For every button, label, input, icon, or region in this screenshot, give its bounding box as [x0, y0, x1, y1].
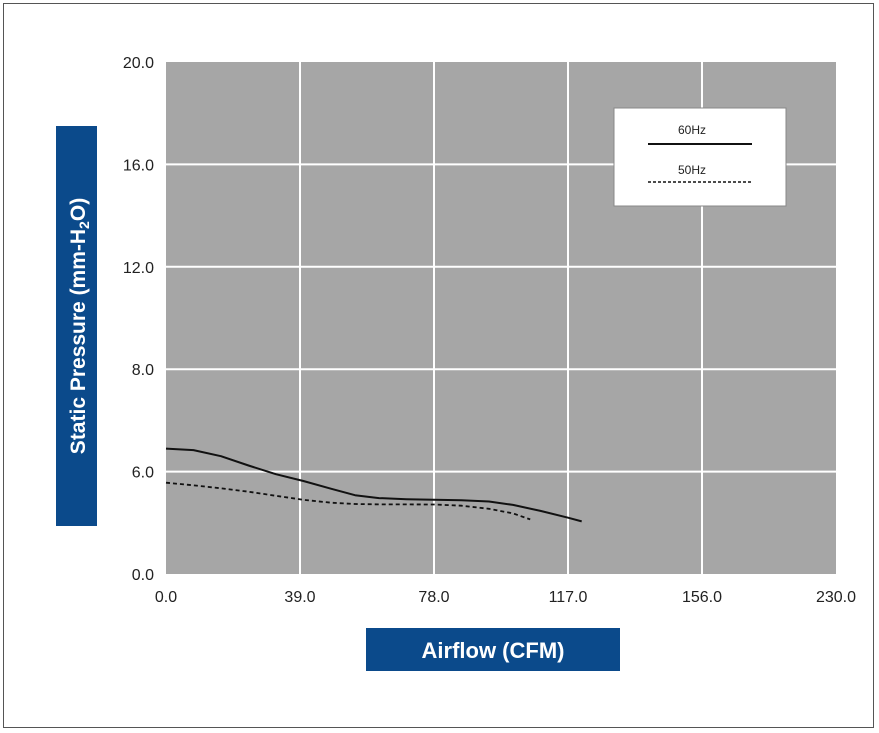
- legend-label-60hz: 60Hz: [678, 123, 706, 137]
- legend-box: [613, 107, 787, 207]
- legend-label-50hz: 50Hz: [678, 163, 706, 177]
- legend: 60Hz 50Hz: [613, 107, 787, 207]
- series-line-60hz: [165, 447, 582, 523]
- x-tick-label: 0.0: [155, 589, 177, 606]
- x-axis-title-background: [366, 628, 620, 671]
- chart-frame: 0.0 39.0 78.0 117.0 156.0 230.0 0.0 6.0 8.0 12.0…: [3, 3, 874, 728]
- y-tick-label: 12.0: [123, 260, 154, 277]
- x-tick-label: 78.0: [418, 589, 449, 606]
- x-axis-title: Airflow (CFM): [366, 628, 620, 671]
- x-tick-label: 156.0: [682, 589, 722, 606]
- y-tick-label: 0.0: [132, 567, 154, 584]
- x-tick-label: 39.0: [284, 589, 315, 606]
- y-tick-label: 6.0: [132, 465, 154, 482]
- x-tick-label: 117.0: [549, 589, 588, 606]
- chart: 0.0 39.0 78.0 117.0 156.0 230.0 0.0 6.0 8.0 12.0…: [56, 55, 856, 671]
- x-axis-ticks: 0.0 39.0 78.0 117.0 156.0 230.0: [155, 589, 856, 606]
- y-axis-title: Static Pressure (mm-H2O): [56, 126, 97, 526]
- y-tick-label: 20.0: [123, 55, 154, 72]
- y-axis-ticks: 0.0 6.0 8.0 12.0 16.0 20.0: [123, 55, 154, 584]
- y-tick-label: 8.0: [132, 362, 154, 379]
- y-axis-title-text: Static Pressure (mm-H2O): [67, 198, 92, 454]
- series-layer: [165, 447, 582, 523]
- y-axis-title-background: [56, 126, 97, 526]
- series-line-50hz: [165, 481, 531, 521]
- x-tick-label: 230.0: [816, 589, 856, 606]
- x-axis-title-text: Airflow (CFM): [422, 638, 565, 663]
- y-tick-label: 16.0: [123, 157, 154, 174]
